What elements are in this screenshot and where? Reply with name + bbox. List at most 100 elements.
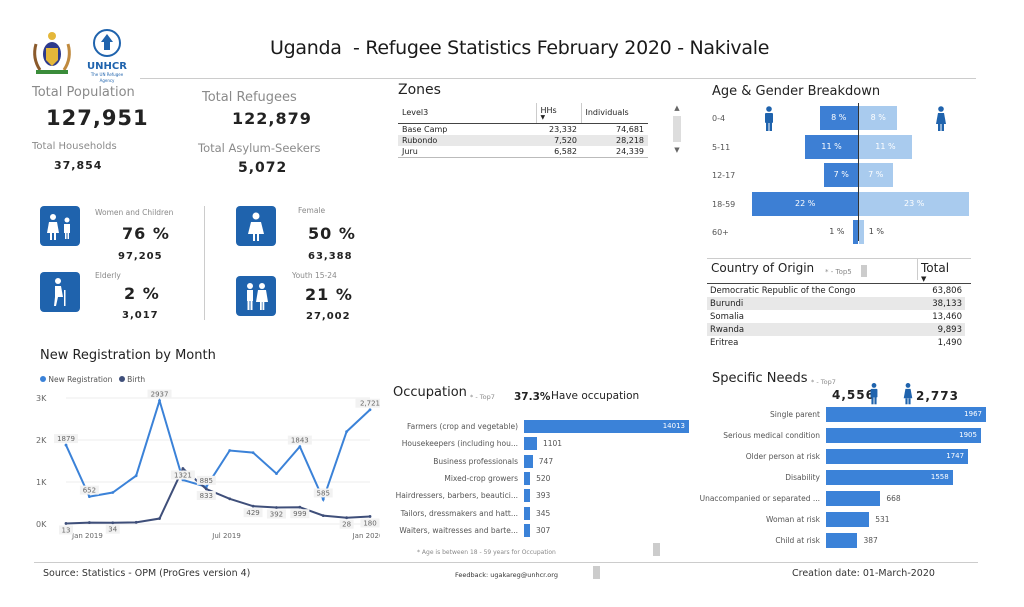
table-row[interactable]: Juru 6,582 24,339 bbox=[398, 146, 648, 157]
age-group-label: 0-4 bbox=[712, 114, 726, 123]
point-label: 585 bbox=[317, 489, 330, 497]
data-point bbox=[64, 443, 68, 447]
table-row[interactable]: Rubondo 7,520 28,218 bbox=[398, 134, 648, 146]
occupation-bar bbox=[524, 454, 533, 468]
female-person-icon bbox=[934, 106, 948, 136]
occupation-bar: 14013 bbox=[524, 420, 689, 433]
point-label-bg bbox=[355, 398, 380, 408]
data-point bbox=[204, 487, 208, 491]
zones-scrollbar[interactable]: ▲ ▼ bbox=[672, 104, 682, 160]
women-children-count: 97,205 bbox=[118, 251, 163, 262]
table-row[interactable]: Democratic Republic of the Congo 63,806 bbox=[707, 284, 965, 297]
female-person-icon bbox=[902, 382, 914, 410]
unhcr-logo-subtext: The UN Refugee Agency bbox=[90, 72, 124, 83]
age-group-label: 60+ bbox=[712, 228, 729, 237]
total-population-label: Total Population bbox=[32, 85, 135, 100]
data-point bbox=[251, 451, 255, 454]
point-label: 13 bbox=[62, 526, 71, 534]
table-row[interactable]: Somalia 13,460 bbox=[707, 310, 965, 323]
specific-need-value: 387 bbox=[863, 536, 878, 545]
point-label-bg bbox=[196, 491, 216, 501]
country-total: 9,893 bbox=[915, 323, 965, 336]
male-bar: 11 % bbox=[805, 134, 858, 159]
female-bar: 23 % bbox=[859, 191, 970, 216]
unhcr-logo: UNHCR The UN Refugee Agency bbox=[84, 28, 130, 83]
point-label-bg bbox=[360, 518, 380, 528]
women-children-icon bbox=[40, 206, 80, 246]
occupation-row-label: Waiters, waitresses and barte... bbox=[399, 525, 518, 535]
elderly-label: Elderly bbox=[95, 271, 121, 280]
table-row[interactable]: Base Camp 23,332 74,681 bbox=[398, 123, 648, 135]
data-point bbox=[368, 408, 372, 412]
data-point bbox=[345, 516, 349, 520]
point-label-bg bbox=[243, 508, 263, 518]
occupation-bar bbox=[524, 471, 531, 485]
elderly-icon bbox=[40, 272, 80, 312]
point-label: 999 bbox=[293, 510, 306, 518]
table-row[interactable]: Burundi 38,133 bbox=[707, 297, 965, 310]
country-col-divider bbox=[917, 258, 918, 280]
scroll-up-icon[interactable]: ▲ bbox=[674, 104, 680, 112]
zone-name: Juru bbox=[402, 146, 418, 156]
point-label-bg bbox=[79, 485, 99, 495]
point-label-bg bbox=[339, 519, 354, 529]
country-scroll-handle[interactable] bbox=[861, 265, 867, 277]
youth-icon bbox=[236, 276, 276, 316]
zone-hhs: 23,332 bbox=[549, 124, 577, 134]
country-title: Country of Origin bbox=[711, 261, 815, 275]
male-person-icon bbox=[762, 106, 776, 136]
data-point bbox=[228, 449, 232, 452]
total-refugees-value: 122,879 bbox=[232, 109, 312, 128]
point-label: 180 bbox=[363, 519, 376, 527]
occupation-scroll-handle[interactable] bbox=[653, 543, 660, 556]
female-icon bbox=[236, 206, 276, 246]
zones-header-individuals-label: Individuals bbox=[585, 108, 629, 118]
zones-header-hhs[interactable]: HHs ▼ bbox=[536, 103, 582, 124]
specific-need-value: 668 bbox=[886, 494, 901, 503]
specific-need-label: Older person at risk bbox=[745, 452, 820, 461]
total-households-value: 37,854 bbox=[54, 159, 103, 172]
zones-header-individuals[interactable]: Individuals bbox=[581, 103, 648, 124]
data-point bbox=[181, 467, 185, 470]
youth-pct: 21 % bbox=[305, 285, 353, 304]
total-asylum-label: Total Asylum-Seekers bbox=[198, 141, 321, 155]
footer-feedback[interactable]: Feedback: ugakareg@unhcr.org bbox=[455, 571, 558, 579]
legend-new-registration: New Registration bbox=[48, 375, 113, 384]
specific-need-label: Child at risk bbox=[775, 536, 820, 545]
scrollbar-thumb[interactable] bbox=[673, 116, 681, 142]
point-label: 1843 bbox=[291, 437, 309, 445]
registration-title: New Registration by Month bbox=[40, 348, 216, 363]
total-asylum-value: 5,072 bbox=[238, 160, 288, 176]
specific-needs-top: * - Top7 bbox=[811, 378, 836, 386]
data-point bbox=[158, 399, 161, 403]
legend-dot-birth bbox=[118, 376, 125, 382]
zones-header-level3[interactable]: Level3 bbox=[398, 103, 537, 124]
point-label-bg bbox=[290, 509, 310, 519]
country-name: Rwanda bbox=[707, 323, 916, 336]
specific-need-label: Unaccompanied or separated ... bbox=[699, 494, 820, 503]
point-label-bg bbox=[313, 488, 333, 498]
country-name: Somalia bbox=[710, 311, 745, 322]
specific-needs-title: Specific Needs bbox=[712, 371, 808, 386]
header-divider bbox=[140, 78, 976, 79]
female-bar-label: 1 % bbox=[868, 227, 885, 236]
occupation-footnote: * Age is between 18 - 59 years for Occup… bbox=[417, 549, 556, 556]
table-row[interactable]: Eritrea 1,490 bbox=[707, 336, 965, 349]
footer-source: Source: Statistics - OPM (ProGres versio… bbox=[43, 568, 251, 579]
country-total-header[interactable]: Total bbox=[921, 261, 950, 275]
occupation-row-label: Farmers (crop and vegetable) bbox=[406, 422, 518, 431]
point-label-bg bbox=[287, 435, 312, 445]
point-label: 392 bbox=[270, 511, 283, 519]
specific-needs-male-count: 4,556 bbox=[832, 388, 875, 402]
table-row[interactable]: Rwanda 9,893 bbox=[707, 323, 965, 336]
uganda-coat-of-arms bbox=[28, 26, 76, 76]
registration-line-chart: 3K 2K 1K 0K Jan 2019 Jul 2019 Jan 2020 1879 652 2… bbox=[36, 389, 380, 540]
female-pct: 50 % bbox=[308, 224, 356, 243]
point-label: 34 bbox=[108, 526, 117, 534]
data-point bbox=[111, 491, 115, 494]
occupation-row-label: Tailors, dressmakers and hatt... bbox=[400, 508, 518, 518]
scroll-down-icon[interactable]: ▼ bbox=[674, 146, 680, 154]
specific-need-bar: 1558 bbox=[826, 470, 953, 485]
footer-scroll-handle[interactable] bbox=[593, 566, 600, 579]
occupation-bar-value: 345 bbox=[536, 508, 551, 518]
